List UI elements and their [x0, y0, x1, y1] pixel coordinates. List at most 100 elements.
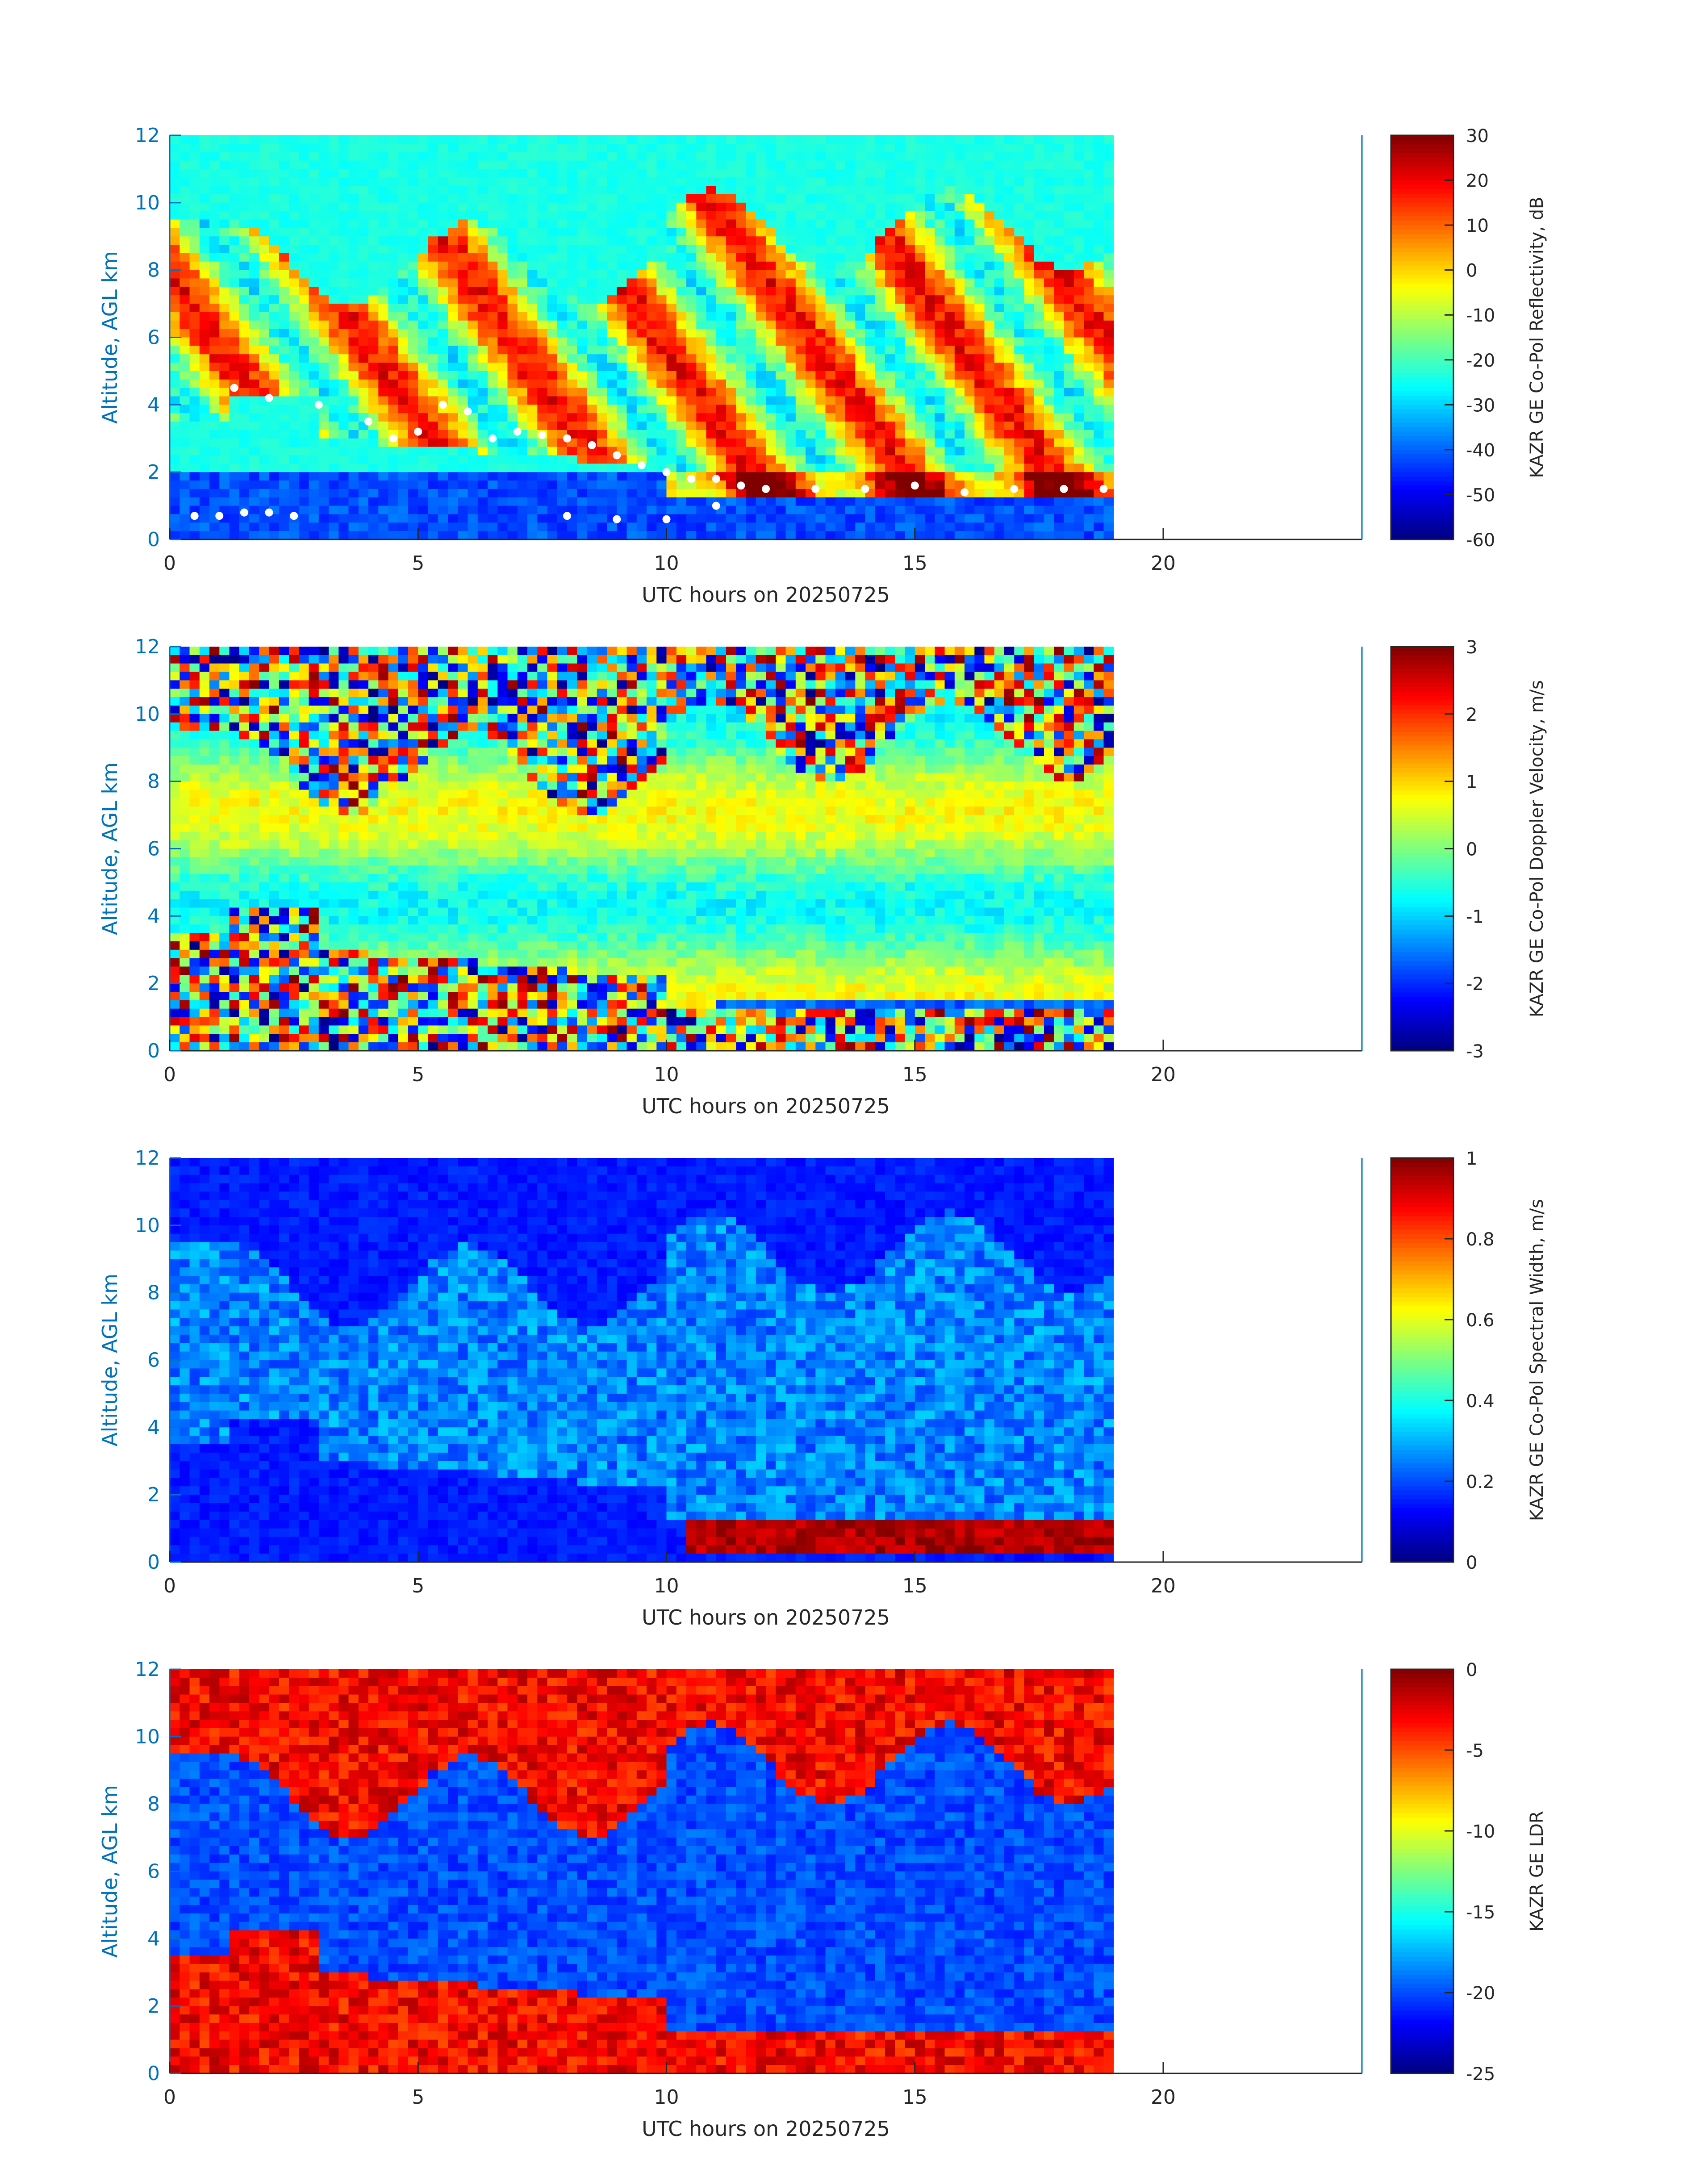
heatmap-cell	[796, 422, 806, 430]
heatmap-cell	[736, 287, 746, 296]
heatmap-cell	[1084, 186, 1094, 195]
heatmap-cell	[239, 481, 250, 489]
heatmap-cell	[329, 211, 339, 220]
heatmap-cell	[945, 338, 955, 347]
heatmap-cell	[577, 430, 587, 439]
heatmap-cell	[1094, 312, 1104, 321]
heatmap-cell	[239, 262, 250, 271]
heatmap-cell	[1034, 152, 1044, 161]
heatmap-cell	[637, 439, 647, 447]
colorbar-step	[1391, 472, 1453, 477]
heatmap-cell	[438, 354, 448, 363]
heatmap-cell	[746, 363, 756, 372]
heatmap-cell	[289, 194, 299, 203]
heatmap-cell	[965, 177, 975, 186]
heatmap-cell	[637, 304, 647, 313]
heatmap-cell	[915, 329, 925, 338]
heatmap-cell	[786, 270, 796, 279]
heatmap-cell	[736, 647, 746, 656]
heatmap-cell	[845, 380, 856, 389]
heatmap-cell	[647, 194, 657, 203]
heatmap-cell	[736, 135, 746, 144]
heatmap-cell	[637, 220, 647, 229]
heatmap-cell	[170, 186, 180, 195]
heatmap-cell	[1034, 397, 1044, 405]
heatmap-cell	[1024, 413, 1035, 422]
heatmap-cell	[985, 304, 995, 313]
heatmap-cell	[249, 161, 259, 170]
heatmap-cell	[656, 489, 667, 498]
colorbar-step	[1391, 292, 1453, 297]
heatmap-cell	[329, 388, 339, 397]
colorbar-step	[1391, 328, 1453, 333]
heatmap-cell	[1044, 647, 1054, 656]
heatmap-cell	[915, 405, 925, 414]
heatmap-cell	[1064, 144, 1074, 153]
heatmap-cell	[716, 647, 727, 656]
heatmap-cell	[746, 464, 756, 472]
heatmap-cell	[1064, 447, 1074, 456]
heatmap-cell	[716, 152, 727, 161]
colorbar-step	[1391, 347, 1453, 351]
heatmap-cell	[776, 135, 786, 144]
heatmap-cell	[736, 228, 746, 237]
heatmap-cell	[746, 135, 756, 144]
heatmap-cell	[557, 194, 568, 203]
heatmap-cell	[289, 186, 299, 195]
heatmap-cell	[835, 169, 846, 178]
heatmap-cell	[974, 447, 985, 456]
heatmap-cell	[468, 363, 478, 372]
heatmap-cell	[905, 144, 915, 153]
heatmap-cell	[726, 647, 736, 656]
heatmap-cell	[1074, 531, 1084, 540]
heatmap-cell	[349, 135, 359, 144]
heatmap-cell	[617, 329, 627, 338]
heatmap-cell	[746, 430, 756, 439]
heatmap-cell	[200, 262, 210, 271]
heatmap-cell	[955, 211, 965, 220]
heatmap-cell	[488, 397, 498, 405]
heatmap-cell	[398, 295, 409, 304]
heatmap-cell	[388, 295, 399, 304]
heatmap-cell	[607, 262, 617, 271]
heatmap-cell	[577, 262, 587, 271]
heatmap-cell	[557, 481, 568, 489]
heatmap-cell	[1044, 262, 1054, 271]
heatmap-cell	[1024, 321, 1035, 330]
heatmap-cell	[230, 279, 240, 288]
heatmap-cell	[190, 455, 200, 464]
heatmap-cell	[597, 371, 607, 380]
heatmap-cell	[1054, 430, 1064, 439]
heatmap-cell	[359, 144, 369, 153]
heatmap-cell	[855, 262, 865, 271]
heatmap-cell	[388, 489, 399, 498]
heatmap-cell	[1064, 279, 1074, 288]
heatmap-cell	[388, 363, 399, 372]
heatmap-cell	[985, 152, 995, 161]
heatmap-cell	[1074, 287, 1084, 296]
heatmap-cell	[925, 354, 935, 363]
heatmap-cell	[885, 186, 895, 195]
heatmap-cell	[398, 287, 409, 296]
heatmap-cell	[597, 397, 607, 405]
heatmap-cell	[706, 312, 717, 321]
heatmap-cell	[746, 287, 756, 296]
heatmap-cell	[329, 253, 339, 262]
heatmap-cell	[388, 346, 399, 355]
heatmap-cell	[656, 186, 667, 195]
heatmap-cell	[1074, 388, 1084, 397]
heatmap-cell	[716, 522, 727, 531]
heatmap-cell	[935, 329, 945, 338]
heatmap-cell	[985, 371, 995, 380]
heatmap-cell	[994, 481, 1005, 489]
heatmap-cell	[607, 380, 617, 389]
heatmap-cell	[587, 245, 597, 254]
heatmap-cell	[786, 194, 796, 203]
heatmap-cell	[696, 161, 706, 170]
heatmap-cell	[239, 664, 250, 673]
heatmap-cell	[806, 245, 816, 254]
heatmap-cell	[1064, 236, 1074, 245]
heatmap-cell	[537, 287, 547, 296]
heatmap-cell	[338, 464, 349, 472]
heatmap-cell	[925, 455, 935, 464]
